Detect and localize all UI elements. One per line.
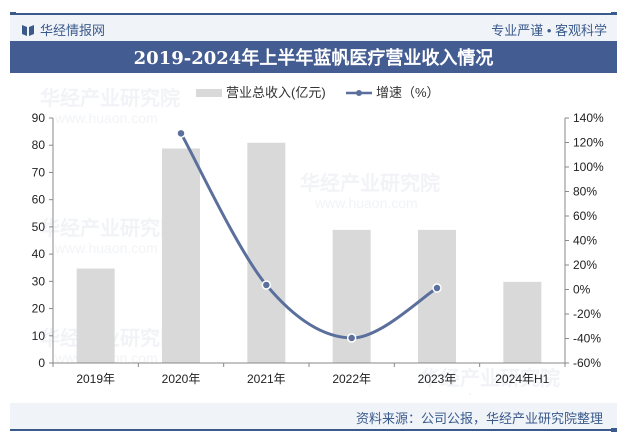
x-tick-label: 2019年: [76, 372, 115, 386]
chart-area: 华经产业研究院www.huaon.com华经产业研究院www.huaon.com…: [32, 85, 604, 395]
right-tick: -40%: [573, 332, 601, 346]
x-tick-label: 2022年: [332, 372, 371, 386]
right-tick: -20%: [573, 307, 601, 321]
left-tick: 20: [32, 302, 46, 316]
watermark: 华经产业研究院: [420, 366, 560, 390]
x-tick-label: 2024年H1: [495, 372, 549, 386]
growth-point: [346, 333, 357, 343]
header-bar: 华经情报网 专业严谨 • 客观科学: [10, 15, 617, 41]
right-tick: 100%: [573, 160, 604, 174]
slogan: 专业严谨 • 客观科学: [491, 23, 607, 38]
x-tick-label: 2023年: [418, 372, 457, 386]
left-tick: 80: [32, 138, 46, 152]
right-tick: 0%: [573, 283, 591, 297]
watermark: 华经产业研究院: [40, 216, 180, 240]
bar-2022年: [332, 229, 371, 363]
watermark-url: www.huaon.com: [434, 390, 538, 395]
watermark: 华经产业研究院: [40, 86, 180, 110]
watermark-url: www.huaon.com: [54, 110, 158, 126]
bar-2019年: [76, 268, 115, 363]
growth-point: [261, 280, 272, 290]
watermark-url: www.huaon.com: [314, 195, 418, 211]
book-logo-icon: [22, 24, 34, 36]
brand: 华经情报网: [22, 20, 105, 39]
x-tick-label: 2020年: [162, 372, 201, 386]
growth-point: [176, 128, 186, 139]
right-tick: 140%: [573, 111, 604, 125]
source-note: 资料来源：公司公报，华经产业研究院整理: [355, 411, 603, 426]
left-tick: 0: [38, 356, 45, 370]
left-tick: 90: [32, 111, 46, 125]
brand-name: 华经情报网: [40, 23, 106, 38]
left-tick: 70: [32, 165, 46, 179]
right-tick: 60%: [573, 209, 597, 223]
right-tick: 80%: [573, 185, 597, 199]
left-tick: 50: [32, 220, 46, 234]
legend-line-label: 增速（%）: [376, 85, 440, 100]
right-tick: 40%: [573, 234, 597, 248]
bottom-rule: [10, 428, 617, 432]
left-tick: 40: [32, 247, 46, 261]
top-rule: [10, 12, 617, 16]
x-tick-label: 2021年: [247, 372, 286, 386]
growth-line: [179, 132, 438, 340]
right-tick: 120%: [573, 136, 604, 150]
right-tick: -60%: [573, 356, 601, 370]
chart-title: 2019-2024年上半年蓝帆医疗营业收入情况: [10, 41, 617, 73]
left-tick: 10: [32, 329, 46, 343]
left-tick: 60: [32, 193, 46, 207]
legend-bar-swatch: [196, 89, 222, 97]
right-tick: 20%: [573, 258, 597, 272]
watermark: 华经产业研究院: [300, 171, 440, 195]
left-tick: 30: [32, 274, 46, 288]
legend-bar-label: 营业总收入(亿元): [226, 85, 326, 100]
footer-bar: 资料来源：公司公报，华经产业研究院整理: [10, 403, 617, 429]
bar-2020年: [162, 148, 200, 363]
growth-point: [432, 283, 442, 293]
bar-2024年H1: [503, 281, 542, 363]
legend-line-marker: [356, 90, 362, 96]
bar-2021年: [247, 142, 286, 363]
watermark-url: www.huaon.com: [54, 240, 158, 256]
